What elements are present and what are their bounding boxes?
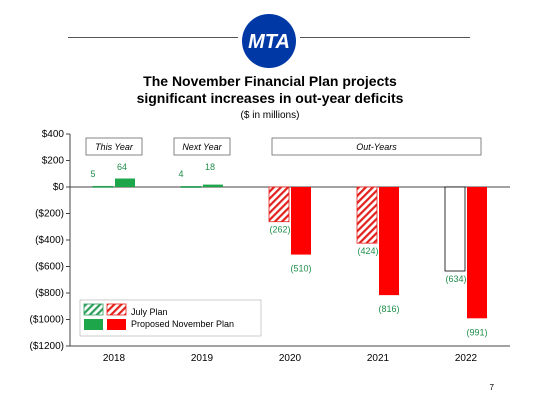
bar-july-plan [268, 186, 290, 223]
bar-july-plan [92, 185, 114, 188]
data-label-july: (634) [445, 274, 466, 284]
legend-swatch-november-green [84, 319, 103, 330]
legend-swatch-july-red [106, 303, 127, 316]
y-tick-label: ($200) [35, 209, 64, 220]
data-label-november: (991) [466, 327, 487, 337]
mta-logo-text: MTA [248, 31, 290, 53]
legend-label-july: July Plan [131, 307, 168, 317]
period-label-box [85, 137, 143, 156]
period-label: This Year [95, 142, 134, 152]
y-tick-label: ($1200) [30, 341, 64, 352]
page-number: 7 [489, 383, 494, 392]
bar-july-plan [180, 186, 202, 188]
bar-november-plan [467, 187, 487, 319]
data-label-july: 5 [90, 169, 95, 179]
y-tick-label: ($800) [35, 288, 64, 299]
period-label-box [271, 137, 482, 156]
chart-title: The November Financial Plan projects sig… [0, 73, 540, 107]
y-tick-label: $400 [42, 129, 65, 140]
data-label-july: 4 [178, 169, 183, 179]
bar-november-plan [291, 187, 311, 255]
chart-subtitle: ($ in millions) [240, 110, 300, 121]
period-label: Out-Years [356, 142, 397, 152]
title-line-2: significant increases in out-year defici… [136, 90, 404, 106]
header-rule-right [300, 37, 470, 38]
title-line-1: The November Financial Plan projects [143, 73, 397, 89]
x-tick-label: 2019 [191, 353, 214, 364]
legend-label-november: Proposed November Plan [131, 319, 234, 329]
bar-november-plan [379, 187, 399, 296]
bar-november-plan [115, 178, 135, 187]
x-tick-label: 2018 [103, 353, 126, 364]
data-label-november: 18 [205, 162, 215, 172]
x-tick-label: 2022 [455, 353, 478, 364]
x-tick-label: 2020 [279, 353, 302, 364]
y-tick-label: $200 [42, 156, 65, 167]
bar-july-plan [444, 186, 466, 272]
data-label-november: (510) [290, 264, 311, 274]
bar-november-plan [203, 184, 223, 187]
bar-july-plan [356, 186, 378, 244]
y-tick-label: $0 [53, 182, 65, 193]
header-rule-left [68, 37, 238, 38]
period-label-box [173, 137, 231, 156]
x-tick-label: 2021 [367, 353, 390, 364]
mta-logo-circle [242, 14, 296, 68]
data-label-july: (424) [357, 246, 378, 256]
y-tick-label: ($1000) [30, 315, 64, 326]
period-label: Next Year [182, 142, 222, 152]
mta-logo: MTA [242, 14, 296, 68]
legend-swatch-november-red [107, 319, 126, 330]
y-tick-label: ($600) [35, 262, 64, 273]
data-label-july: (262) [269, 225, 290, 235]
y-tick-label: ($400) [35, 235, 64, 246]
legend-swatch-july-green [83, 303, 104, 316]
data-label-november: (816) [378, 304, 399, 314]
data-label-november: 64 [117, 162, 127, 172]
